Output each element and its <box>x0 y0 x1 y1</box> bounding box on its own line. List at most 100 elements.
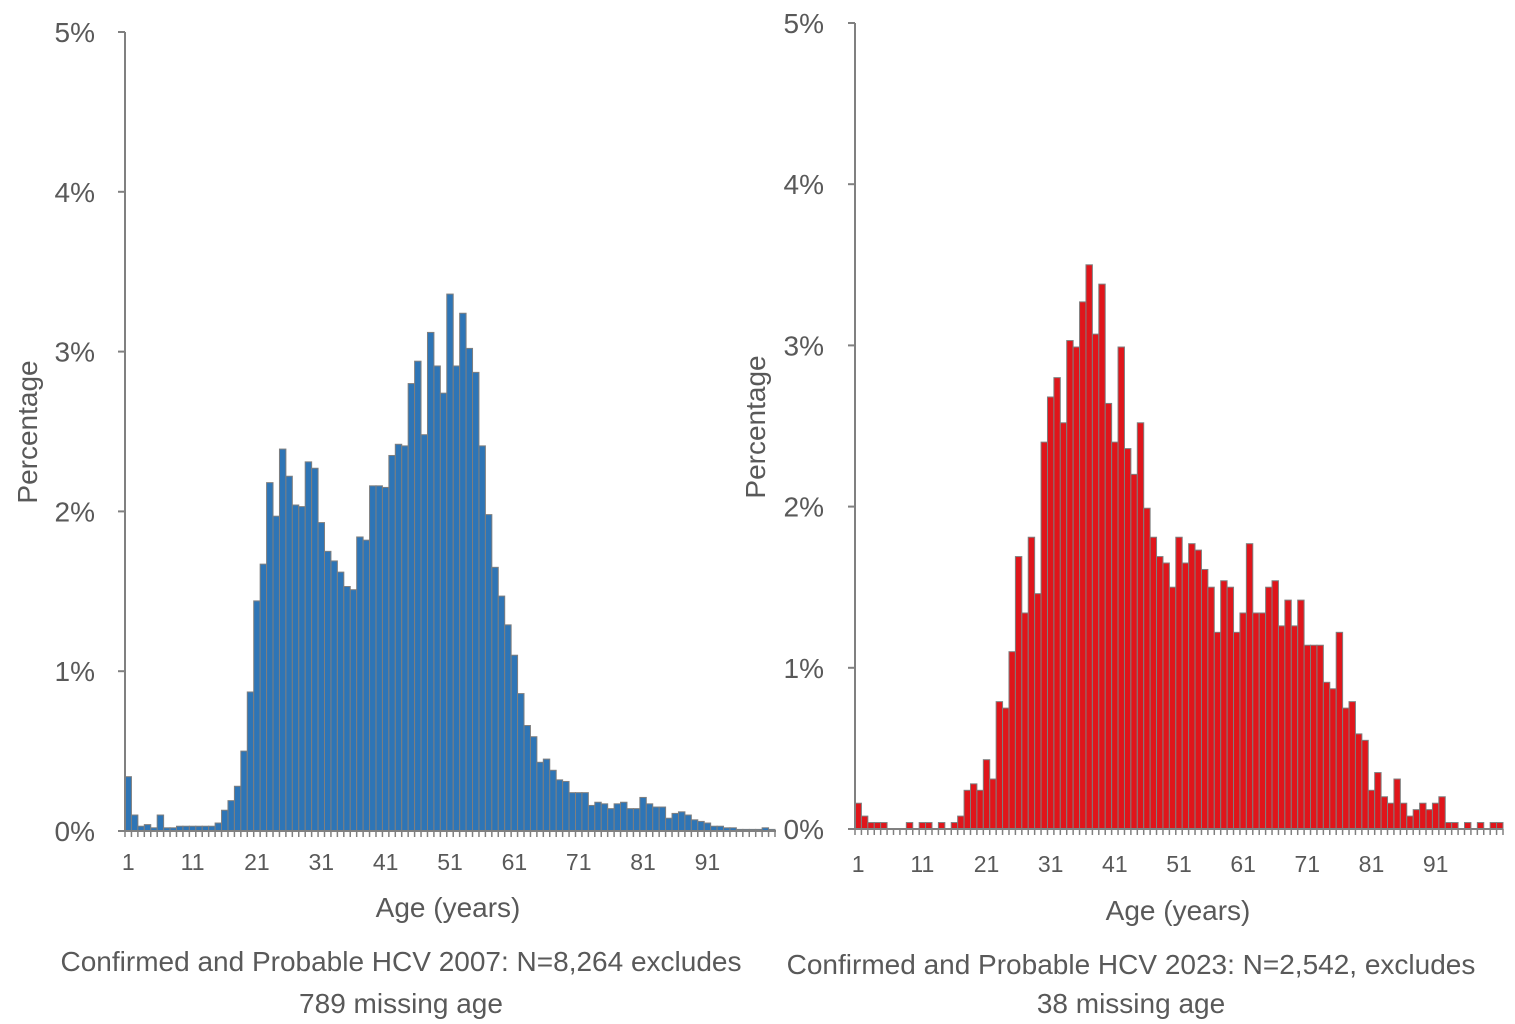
bar-age-85 <box>665 817 673 832</box>
bar-age-25 <box>278 448 287 832</box>
bar-age-27 <box>1021 612 1029 830</box>
bar-age-27 <box>291 504 300 832</box>
bar-age-24 <box>272 515 280 832</box>
bar-age-53 <box>1188 543 1196 830</box>
x-tick-label: 1 <box>122 849 135 875</box>
bar-age-83 <box>1380 796 1389 830</box>
bar-age-69 <box>562 780 570 832</box>
y-tick-label: 0% <box>784 814 824 845</box>
bar-age-70 <box>568 792 576 832</box>
bar-age-47 <box>420 434 428 832</box>
bar-age-56 <box>1207 586 1215 830</box>
caption-line-1: Confirmed and Probable HCV 2007: N=8,264… <box>61 946 742 977</box>
x-tick-label: 81 <box>630 849 656 875</box>
y-tick-label: 5% <box>784 8 824 39</box>
bar-age-34 <box>1066 340 1074 830</box>
bar-age-52 <box>1181 562 1190 830</box>
bar-age-84 <box>658 806 667 832</box>
x-tick-label: 11 <box>910 851 934 877</box>
bar-age-50 <box>439 392 448 832</box>
bar-age-53 <box>459 312 467 832</box>
bar-age-37 <box>356 536 364 832</box>
bar-age-20 <box>976 789 984 830</box>
bar-age-57 <box>484 514 493 832</box>
bar-age-31 <box>1046 396 1055 830</box>
x-tick-label: 81 <box>1359 851 1385 877</box>
y-tick-label: 4% <box>784 169 824 200</box>
y-tick-label: 1% <box>55 656 95 687</box>
bar-age-59 <box>1226 586 1235 830</box>
bar-age-64 <box>1258 612 1267 830</box>
bar-age-30 <box>311 467 319 832</box>
bar-age-44 <box>1130 473 1138 830</box>
y-tick-group: 0% 1% 2% 3% 4% 5% <box>55 17 125 847</box>
bar-age-29 <box>1034 593 1042 830</box>
bar-age-18 <box>233 785 242 832</box>
bar-age-51 <box>1175 536 1183 830</box>
bar-age-48 <box>1156 556 1164 830</box>
bar-age-50 <box>1168 586 1177 830</box>
bar-age-65 <box>536 761 544 832</box>
bar-age-57 <box>1213 631 1222 830</box>
bar-age-61 <box>510 654 519 832</box>
bar-age-46 <box>1143 507 1151 830</box>
bar-age-82 <box>1374 772 1382 830</box>
histogram-2023: 0%1%2%3%4%5% 1 11 21 31 41 51 61 71 81 91 Percent… <box>740 8 1504 1019</box>
x-tick-label: 71 <box>1295 851 1321 877</box>
bar-age-89 <box>1419 802 1427 830</box>
bar-age-33 <box>330 560 338 832</box>
bar-age-87 <box>1406 815 1414 830</box>
y-axis-label: Percentage <box>740 355 771 498</box>
bar-age-54 <box>1194 549 1202 830</box>
bar-age-16 <box>221 809 229 832</box>
bar-age-6 <box>156 814 165 832</box>
bar-age-72 <box>1310 644 1318 830</box>
bar-age-36 <box>1079 301 1087 830</box>
bar-age-19 <box>240 750 248 832</box>
bar-age-40 <box>1104 402 1113 830</box>
bar-age-17 <box>227 800 235 832</box>
bar-age-86 <box>1399 802 1408 830</box>
x-tick-label: 41 <box>373 849 399 875</box>
bar-age-21 <box>982 759 991 830</box>
bar-age-91 <box>1431 802 1440 830</box>
bar-age-46 <box>414 360 422 832</box>
bar-age-87 <box>677 811 686 832</box>
bar-age-62 <box>517 693 525 832</box>
bar-age-36 <box>349 589 358 832</box>
bar-age-39 <box>1098 283 1106 830</box>
bar-age-15 <box>214 822 223 832</box>
bar-age-71 <box>575 792 583 832</box>
bar-group <box>854 264 1504 830</box>
x-tick-label: 51 <box>1166 851 1192 877</box>
bar-age-77 <box>613 803 622 832</box>
bar-age-68 <box>1284 599 1292 830</box>
y-tick-label: 4% <box>55 177 95 208</box>
bar-age-90 <box>1425 809 1433 830</box>
bar-age-77 <box>1342 707 1350 830</box>
bar-group <box>124 293 776 832</box>
bar-age-39 <box>369 485 377 832</box>
bar-age-23 <box>266 482 274 832</box>
bar-age-33 <box>1059 422 1068 830</box>
bar-age-59 <box>497 595 506 832</box>
bar-age-49 <box>433 365 441 832</box>
bar-age-41 <box>381 486 390 832</box>
bar-age-45 <box>407 383 416 832</box>
bar-age-78 <box>1348 701 1356 830</box>
bar-age-28 <box>1027 536 1036 830</box>
bar-age-18 <box>963 789 971 830</box>
bar-age-43 <box>394 443 403 832</box>
bar-age-63 <box>523 725 531 832</box>
bar-age-88 <box>684 814 692 832</box>
x-tick-label: 11 <box>181 849 205 875</box>
bar-age-92 <box>1438 796 1446 830</box>
y-tick-label: 5% <box>55 17 95 48</box>
bar-age-49 <box>1162 562 1170 830</box>
bar-age-66 <box>1271 580 1279 830</box>
bar-age-63 <box>1252 612 1260 830</box>
bar-age-91 <box>703 822 712 832</box>
bar-age-80 <box>1361 739 1369 830</box>
bar-age-21 <box>253 600 261 832</box>
